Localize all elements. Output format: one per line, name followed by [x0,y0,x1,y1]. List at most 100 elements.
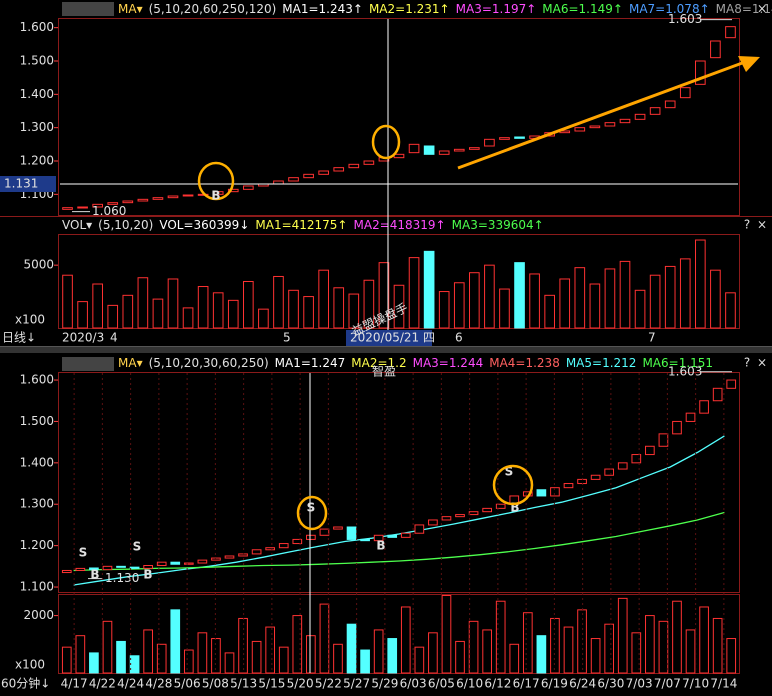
y-tick-label: 1.500 [20,414,54,428]
y-tick-label: 1.300 [20,497,54,511]
candle [726,379,737,389]
volume-bar [197,286,209,329]
volume-bar [211,638,221,674]
ma-line [73,435,725,586]
volume-bar [258,308,269,329]
candle [75,567,86,571]
candle [197,559,208,564]
x-tick-label: 5/20 [287,677,314,691]
candle [604,468,615,476]
volume-bar [699,606,709,674]
x-tick-label: 5/15 [258,677,285,691]
volume-bar [550,617,560,674]
signal: S [133,540,142,554]
volume-bar [251,640,262,674]
help-icon[interactable]: ? [744,218,750,232]
blurred-name [62,2,114,16]
volume-bar [604,623,615,674]
close-icon[interactable]: × [757,218,767,232]
volume-bar [495,600,506,674]
volume-bar [152,298,164,329]
volume-bar [574,267,586,329]
candle [363,160,375,165]
candle [238,553,248,557]
candle [92,203,103,208]
x-tick-label: 6/05 [428,677,455,691]
signal-b: B [211,189,220,203]
candle [495,503,506,509]
header-item: MA5=1.212 [566,356,637,370]
volume-bar [387,638,398,674]
volume-bar [400,606,411,674]
volume-bar [589,283,601,329]
volume-bar [712,617,723,674]
volume-bar [333,643,343,674]
signal: B [90,568,99,582]
volume-bar [292,615,303,674]
volume-bar [484,264,495,329]
volume-bar [649,274,661,329]
candle [107,202,119,205]
y-tick-label: 1.200 [20,154,54,168]
volume-bar [137,277,149,329]
volume-bar [604,268,616,329]
header-item: MA1=1.247 [275,356,346,370]
indicator-header: VOL▾ (5,10,20) VOL=360399↓ MA1=412175↑ MA2=4… [62,218,544,232]
volume-bar [92,283,103,329]
candle [550,487,560,497]
header-item: MA8=1.14↑ [716,2,772,16]
y-tick-label: 1.500 [20,54,54,68]
close-icon[interactable]: × [757,2,767,16]
volume-bar [423,250,435,329]
high-label: 1.603 [668,12,702,26]
volume-bar [62,274,73,329]
signal: B [143,568,152,582]
volume-bar [710,269,721,329]
candle [679,87,691,99]
x-tick-label: 6/30 [597,677,624,691]
trend-arrow [457,60,746,170]
signal: B [510,501,519,515]
volume-bar [453,282,465,329]
highlight-circle [492,464,534,506]
candle [423,145,435,155]
volume-bar [441,594,452,674]
candle [182,194,194,197]
x-tick-label: 5/13 [230,677,257,691]
unit-label: x100 [15,658,45,672]
volume-bar [438,291,450,329]
candle [514,136,525,139]
candle [62,207,73,210]
period-label: 60分钟↓ [1,676,50,691]
x-tick-label: 4/24 [117,677,144,691]
candle [333,526,343,530]
x-tick-label: 4 [110,331,118,345]
highlight-circle [371,124,401,160]
candle [292,538,303,545]
close-icon[interactable]: × [757,356,767,370]
high-label: 1.603 [668,364,702,378]
candle [167,195,179,199]
candle [574,127,586,132]
candle [346,526,357,540]
volume-bar [89,652,99,674]
low-label: 1.060 [92,204,126,218]
candle [563,483,574,489]
arrow-head [738,56,760,72]
highlight-circle [197,161,235,201]
candle [604,122,616,127]
volume-bar [509,643,520,674]
y-tick-label: 2000 [23,608,54,622]
volume-bar [61,646,72,674]
candle [265,547,276,551]
volume-bar [664,265,676,329]
volume-bar [243,281,254,329]
volume-bar [414,646,425,674]
help-icon[interactable]: ? [744,356,750,370]
volume-bar [360,649,370,674]
x-tick-label: 6 [455,331,463,345]
candle [414,524,425,534]
candle [319,528,330,536]
y-tick-label: 1.300 [20,120,54,134]
